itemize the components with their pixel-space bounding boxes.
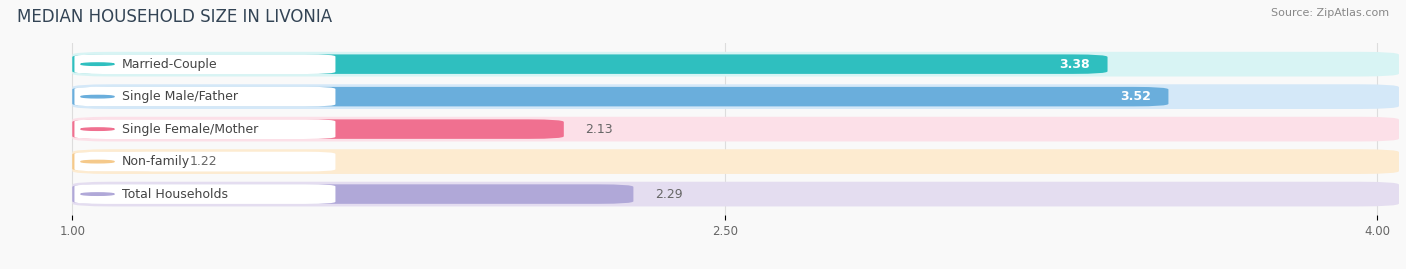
Text: Married-Couple: Married-Couple [122,58,218,71]
Circle shape [82,193,114,195]
FancyBboxPatch shape [72,54,1108,74]
FancyBboxPatch shape [72,87,1168,106]
Text: 3.52: 3.52 [1121,90,1152,103]
Circle shape [82,128,114,130]
FancyBboxPatch shape [72,182,1399,206]
FancyBboxPatch shape [75,87,336,107]
Circle shape [82,95,114,98]
Text: Single Female/Mother: Single Female/Mother [122,123,259,136]
FancyBboxPatch shape [75,54,336,74]
FancyBboxPatch shape [72,184,633,204]
Text: Total Households: Total Households [122,187,228,201]
FancyBboxPatch shape [72,119,564,139]
FancyBboxPatch shape [75,119,336,139]
Text: MEDIAN HOUSEHOLD SIZE IN LIVONIA: MEDIAN HOUSEHOLD SIZE IN LIVONIA [17,8,332,26]
Circle shape [82,63,114,65]
FancyBboxPatch shape [72,149,1399,174]
Text: Source: ZipAtlas.com: Source: ZipAtlas.com [1271,8,1389,18]
FancyBboxPatch shape [72,52,1399,76]
Text: 3.38: 3.38 [1060,58,1090,71]
Text: Single Male/Father: Single Male/Father [122,90,238,103]
Text: 2.13: 2.13 [585,123,613,136]
FancyBboxPatch shape [75,152,336,171]
FancyBboxPatch shape [75,184,336,204]
FancyBboxPatch shape [72,84,1399,109]
Text: 1.22: 1.22 [190,155,218,168]
Text: 2.29: 2.29 [655,187,683,201]
FancyBboxPatch shape [72,117,1399,141]
Text: Non-family: Non-family [122,155,190,168]
FancyBboxPatch shape [72,152,167,171]
Circle shape [82,160,114,163]
